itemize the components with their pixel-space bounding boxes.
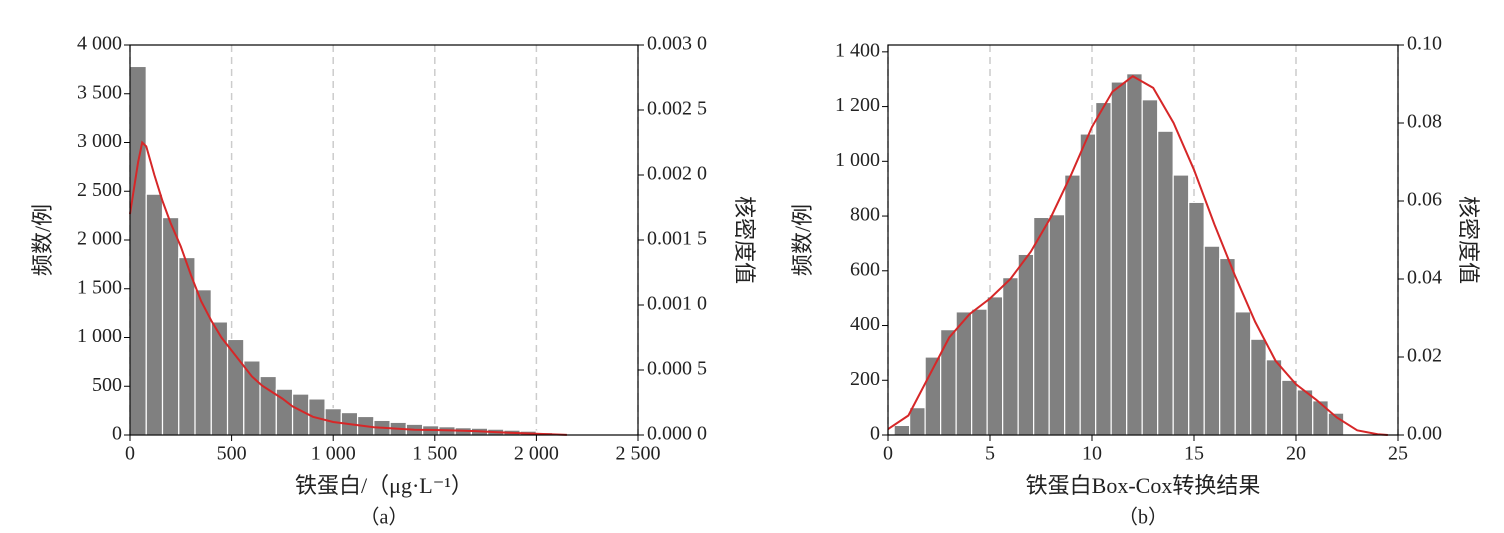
bar bbox=[1265, 359, 1283, 436]
y-tick-label: 4 000 bbox=[77, 33, 122, 55]
bar bbox=[1172, 174, 1190, 436]
bar bbox=[1188, 201, 1205, 436]
y-tick-label: 500 bbox=[92, 374, 122, 396]
bar bbox=[1203, 245, 1221, 436]
bar bbox=[243, 360, 261, 436]
bar bbox=[986, 296, 1004, 436]
bar bbox=[909, 407, 926, 436]
y-tick-label: 400 bbox=[850, 313, 880, 335]
y-tick-label: 0 bbox=[870, 423, 880, 445]
bar bbox=[1095, 101, 1112, 436]
y2-tick-label: 0.002 5 bbox=[647, 98, 707, 120]
x-tick-label: 20 bbox=[1286, 443, 1306, 465]
bar bbox=[940, 329, 957, 436]
x-tick-label: 15 bbox=[1184, 443, 1204, 465]
y2-axis-label: 核密度值 bbox=[732, 196, 757, 284]
bar bbox=[1219, 257, 1236, 436]
bar bbox=[1281, 379, 1298, 436]
x-tick-label: 5 bbox=[985, 443, 995, 465]
y-tick-label: 2 500 bbox=[77, 179, 122, 201]
plot-frame bbox=[887, 44, 1399, 436]
y2-tick-label: 0.002 0 bbox=[647, 163, 707, 185]
y2-tick-label: 0.001 5 bbox=[647, 228, 707, 250]
y2-tick-label: 0.02 bbox=[1407, 345, 1442, 367]
bar bbox=[1110, 81, 1128, 436]
density-line bbox=[129, 140, 567, 436]
y-tick-label: 800 bbox=[850, 204, 880, 226]
bar bbox=[1079, 133, 1097, 436]
bar bbox=[129, 65, 147, 436]
x-axis-label: 铁蛋白Box-Cox转换结果 bbox=[1026, 473, 1261, 498]
bar bbox=[1064, 174, 1081, 436]
x-tick-label: 2 000 bbox=[514, 443, 559, 465]
x-axis-label: 铁蛋白/（μg·L⁻¹） bbox=[295, 473, 473, 498]
bar bbox=[194, 289, 212, 436]
bar bbox=[1296, 389, 1314, 436]
caption: （a） bbox=[360, 506, 409, 529]
y2-tick-label: 0.000 5 bbox=[647, 358, 707, 380]
y2-tick-label: 0.003 0 bbox=[647, 33, 707, 55]
x-tick-label: 1 500 bbox=[412, 443, 457, 465]
x-tick-label: 0 bbox=[125, 443, 135, 465]
bar bbox=[145, 193, 164, 436]
y2-tick-label: 0.06 bbox=[1407, 189, 1442, 211]
bar bbox=[1141, 99, 1159, 436]
bar bbox=[161, 216, 180, 436]
x-tick-label: 25 bbox=[1388, 443, 1408, 465]
density-line bbox=[887, 75, 1388, 436]
bar bbox=[955, 311, 973, 436]
caption: （b） bbox=[1118, 506, 1168, 529]
y-tick-label: 1 400 bbox=[835, 39, 880, 61]
x-tick-label: 500 bbox=[217, 443, 247, 465]
y2-tick-label: 0.001 0 bbox=[647, 293, 707, 315]
y2-axis-label: 核密度值 bbox=[1456, 196, 1481, 284]
x-tick-label: 0 bbox=[883, 443, 893, 465]
y-tick-label: 1 000 bbox=[835, 149, 880, 171]
y-axis-label: 频数/例 bbox=[30, 204, 55, 276]
y-tick-label: 200 bbox=[850, 368, 880, 390]
y-tick-label: 1 500 bbox=[77, 276, 122, 298]
y2-tick-label: 0.00 bbox=[1407, 423, 1442, 445]
y2-tick-label: 0.000 0 bbox=[647, 423, 707, 445]
y2-tick-label: 0.04 bbox=[1407, 267, 1442, 289]
x-tick-label: 10 bbox=[1082, 443, 1102, 465]
y-tick-label: 600 bbox=[850, 258, 880, 280]
bar bbox=[210, 321, 229, 436]
bar bbox=[893, 424, 911, 436]
bar bbox=[1048, 214, 1066, 436]
bar bbox=[1126, 73, 1143, 436]
y-tick-label: 1 200 bbox=[835, 94, 880, 116]
bar bbox=[1017, 253, 1035, 436]
bar bbox=[178, 256, 196, 436]
y-axis-label: 频数/例 bbox=[790, 204, 815, 276]
bar bbox=[971, 308, 988, 436]
bar bbox=[1002, 277, 1019, 436]
y-tick-label: 3 500 bbox=[77, 81, 122, 103]
y-tick-label: 1 000 bbox=[77, 325, 122, 347]
bar bbox=[1312, 400, 1329, 436]
x-tick-label: 1 000 bbox=[311, 443, 356, 465]
bar bbox=[226, 338, 245, 436]
y2-tick-label: 0.08 bbox=[1407, 111, 1442, 133]
y-tick-label: 3 000 bbox=[77, 130, 122, 152]
bar bbox=[1157, 130, 1174, 436]
y2-tick-label: 0.10 bbox=[1407, 33, 1442, 55]
bar bbox=[1033, 216, 1050, 436]
bar bbox=[1250, 338, 1267, 436]
y-tick-label: 2 000 bbox=[77, 228, 122, 250]
x-tick-label: 2 500 bbox=[616, 443, 661, 465]
y-tick-label: 0 bbox=[112, 423, 122, 445]
bar bbox=[1234, 311, 1252, 436]
